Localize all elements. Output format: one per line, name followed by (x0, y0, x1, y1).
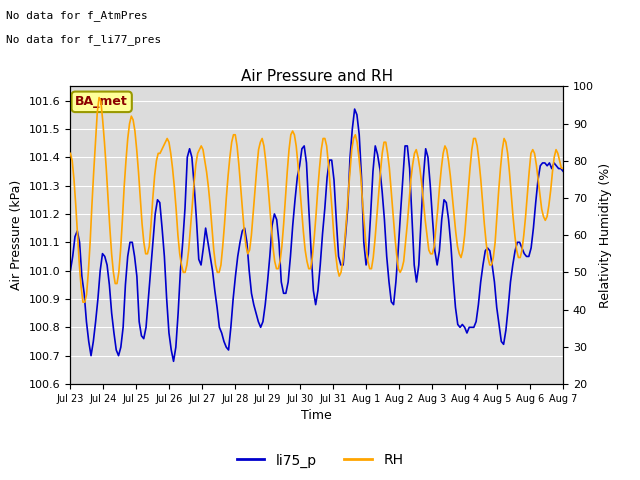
Text: BA_met: BA_met (76, 96, 128, 108)
Text: No data for f_li77_pres: No data for f_li77_pres (6, 34, 162, 45)
Text: No data for f_AtmPres: No data for f_AtmPres (6, 10, 148, 21)
Legend: li75_p, RH: li75_p, RH (231, 448, 409, 473)
X-axis label: Time: Time (301, 409, 332, 422)
Title: Air Pressure and RH: Air Pressure and RH (241, 69, 393, 84)
Y-axis label: Relativity Humidity (%): Relativity Humidity (%) (600, 163, 612, 308)
Y-axis label: Air Pressure (kPa): Air Pressure (kPa) (10, 180, 24, 290)
